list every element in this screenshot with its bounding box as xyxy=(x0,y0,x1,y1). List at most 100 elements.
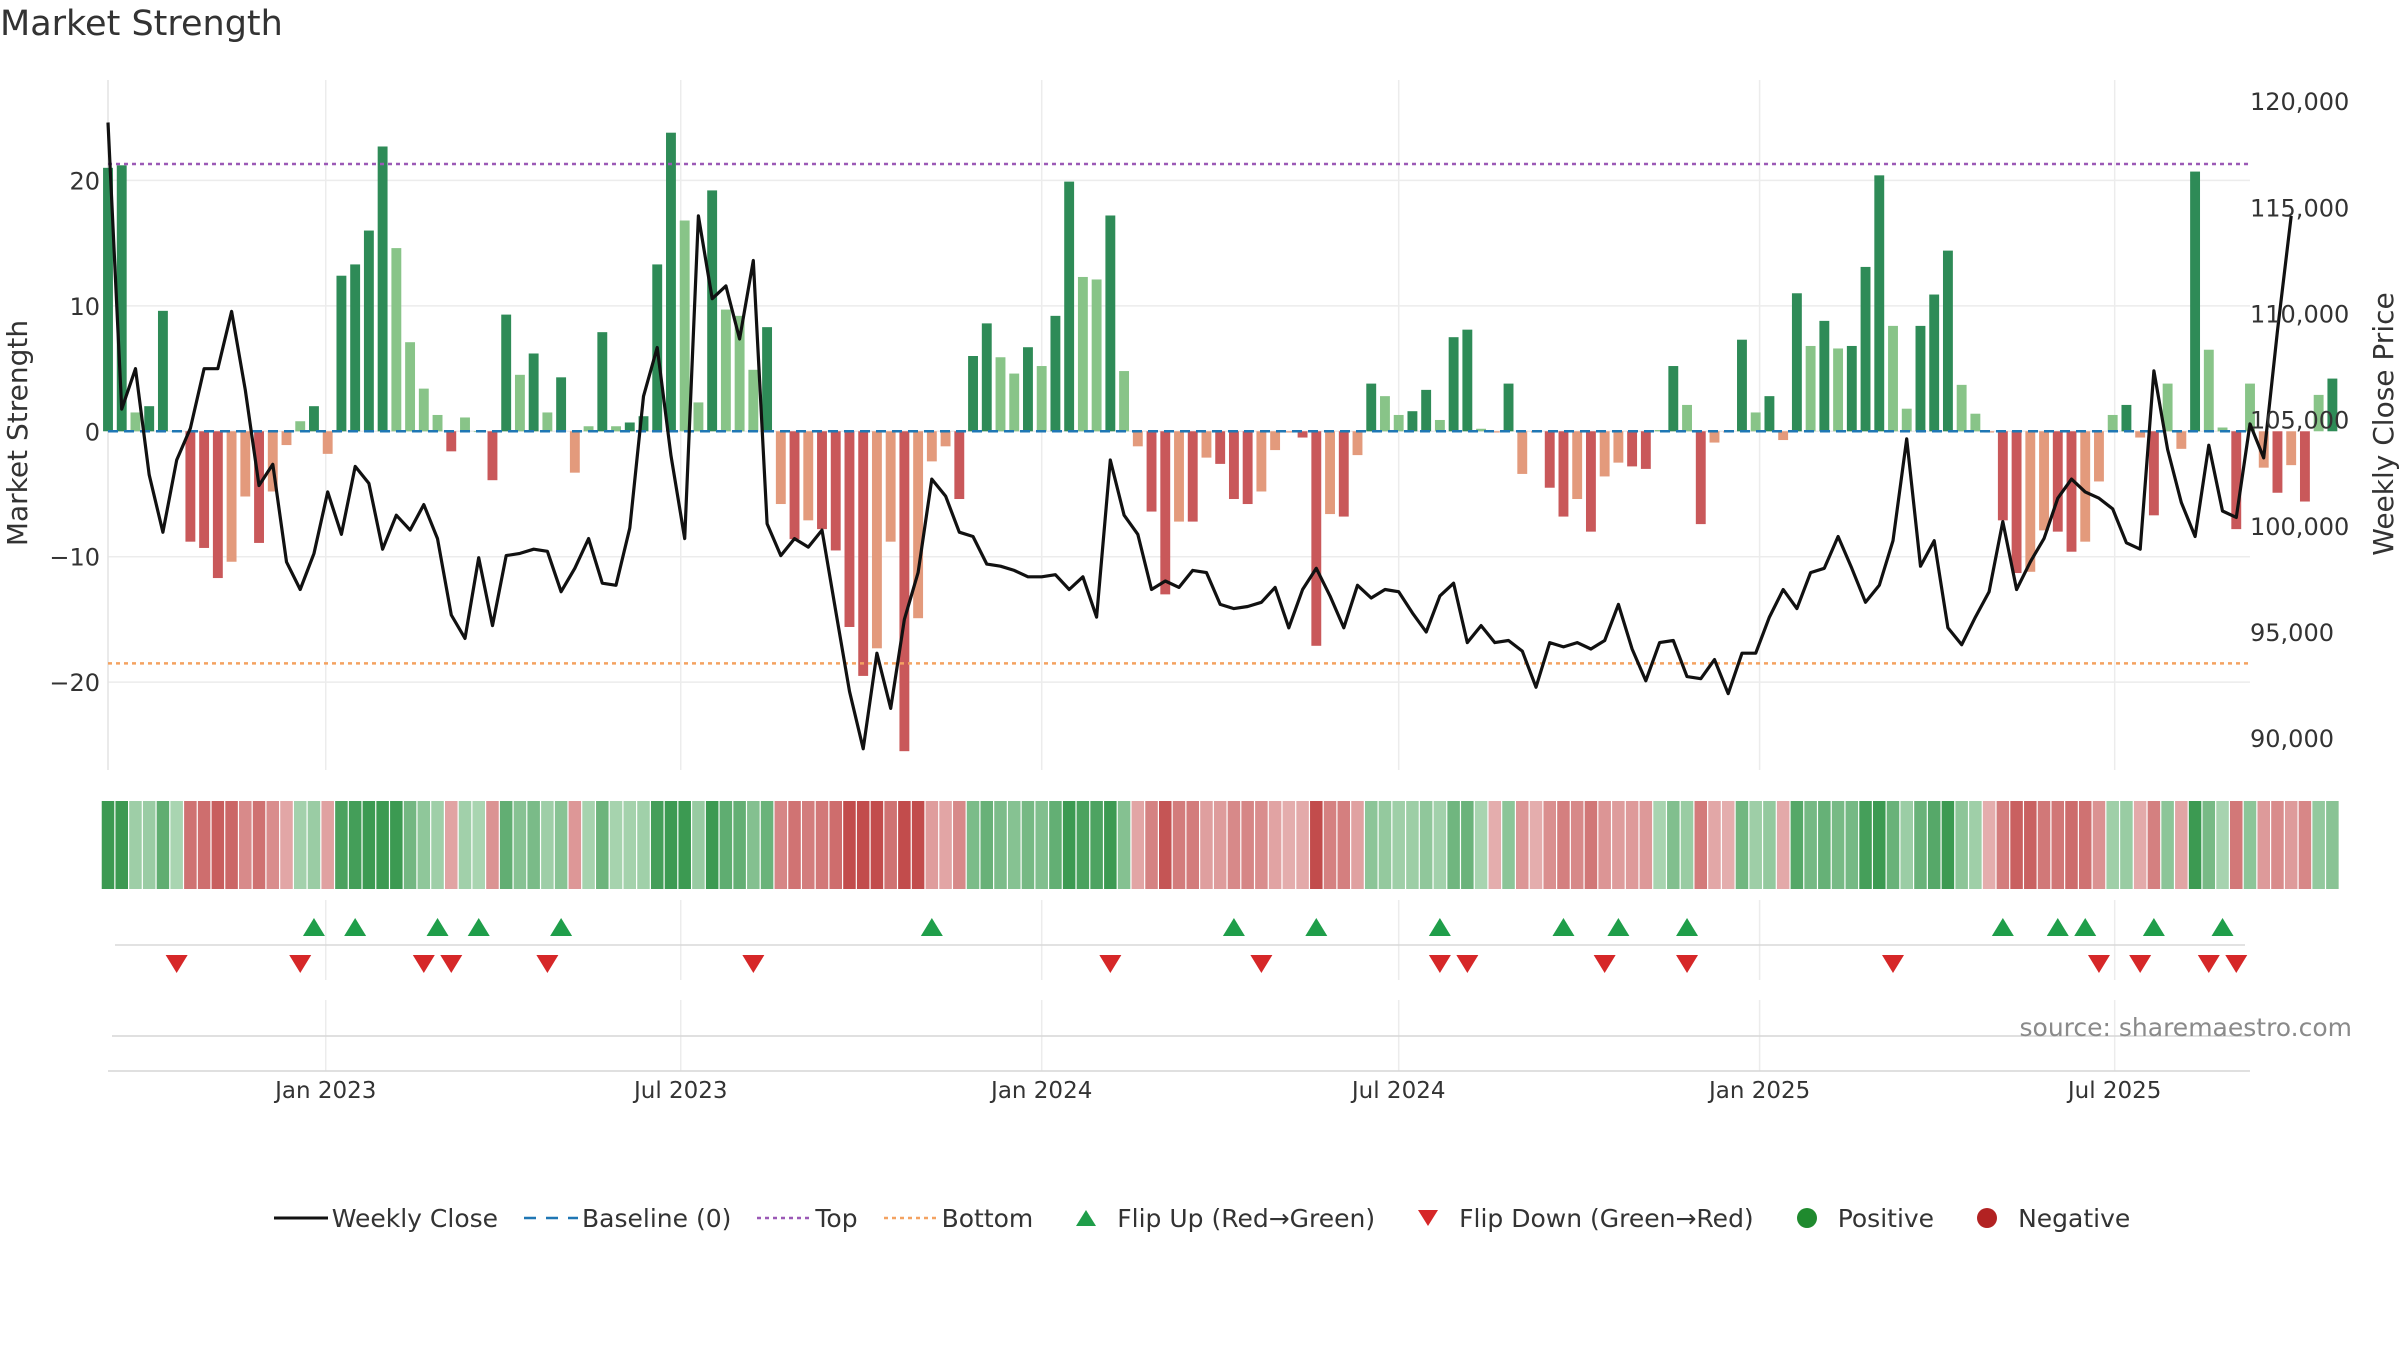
legend-symbol-dotted-orange xyxy=(883,1216,938,1220)
strength-bar xyxy=(968,356,978,432)
strength-bar xyxy=(2011,431,2022,574)
heat-cell xyxy=(1282,801,1296,889)
strength-bar xyxy=(1407,411,1418,432)
strength-bar xyxy=(542,412,553,432)
strength-bar xyxy=(418,388,429,432)
strength-bar xyxy=(157,310,168,432)
strength-bar xyxy=(638,416,649,432)
strength-bar xyxy=(679,220,690,432)
legend-label: Negative xyxy=(2018,1203,2131,1233)
strength-bar xyxy=(858,431,869,676)
strength-bar xyxy=(226,431,237,562)
heat-cell xyxy=(1570,801,1584,889)
strength-bar xyxy=(391,248,402,432)
heat-cell xyxy=(2202,801,2216,889)
legend-label: Flip Up (Red→Green) xyxy=(1117,1203,1376,1233)
heat-cell xyxy=(1639,801,1653,889)
heat-cell xyxy=(1955,801,1968,889)
strength-bar xyxy=(1036,366,1047,432)
heat-cell xyxy=(2271,801,2284,889)
strength-bar xyxy=(940,431,951,447)
strength-bar xyxy=(2135,431,2146,438)
heat-cell xyxy=(2051,801,2065,889)
x-tick-label: Jan 2023 xyxy=(273,1078,376,1104)
heat-cell xyxy=(829,801,842,889)
strength-bar xyxy=(1654,430,1665,432)
strength-bar xyxy=(1119,371,1130,432)
heat-cell xyxy=(788,801,801,889)
heat-cell xyxy=(1021,801,1035,889)
strength-bar xyxy=(501,314,512,432)
flip-down-marker xyxy=(1099,955,1122,973)
heat-cell xyxy=(1694,801,1708,889)
strength-bar xyxy=(926,431,937,462)
strength-bar xyxy=(1901,408,1912,432)
weekly-close-line xyxy=(106,122,2293,751)
heat-cell xyxy=(1255,801,1268,889)
heat-cell xyxy=(980,801,994,889)
heat-cell xyxy=(1241,801,1254,889)
heat-cell xyxy=(486,801,499,889)
heat-cell xyxy=(197,801,211,889)
heat-cell xyxy=(390,801,403,889)
heat-cell xyxy=(1200,801,1213,889)
heat-cell xyxy=(142,801,156,889)
legend-label: Weekly Close xyxy=(331,1203,499,1233)
legend-label: Positive xyxy=(1837,1203,1935,1233)
strength-bar xyxy=(1338,431,1349,517)
heat-cell xyxy=(1474,801,1488,889)
heat-cell xyxy=(1104,801,1117,889)
strength-bar xyxy=(2217,427,2228,432)
heat-cell xyxy=(321,801,334,889)
right-axis-label: Weekly Close Price xyxy=(2367,292,2400,555)
heat-cell xyxy=(2161,801,2174,889)
heat-cell xyxy=(431,801,444,889)
strength-bar xyxy=(1215,431,1226,464)
strength-bar xyxy=(789,431,800,540)
flip-up-marker xyxy=(2142,918,2165,936)
strength-bar xyxy=(1860,266,1871,432)
heat-cell xyxy=(211,801,225,889)
strength-bar xyxy=(1819,320,1830,432)
heat-cell xyxy=(1145,801,1158,889)
heat-cell xyxy=(1186,801,1199,889)
flip-up-marker xyxy=(1428,918,1451,936)
heat-cell xyxy=(1831,801,1845,889)
strength-bar xyxy=(240,431,251,497)
x-tick-label: Jan 2024 xyxy=(989,1078,1092,1104)
heat-cell xyxy=(417,801,431,889)
strength-bar xyxy=(1846,345,1857,432)
heat-cell xyxy=(1516,801,1529,889)
legend-label: Bottom xyxy=(941,1203,1034,1233)
heat-cell xyxy=(307,801,321,889)
heat-cell xyxy=(1268,801,1282,889)
heat-cell xyxy=(1392,801,1405,889)
heat-cell xyxy=(1776,801,1790,889)
strength-bar xyxy=(2286,431,2297,466)
strength-bar xyxy=(1997,431,2008,521)
strength-bar xyxy=(212,431,223,579)
heat-cell xyxy=(1461,801,1474,889)
x-tick-label: Jul 2024 xyxy=(1350,1078,1446,1104)
heat-cell xyxy=(1049,801,1062,889)
strength-bar xyxy=(830,431,841,551)
source-label: source: sharemaestro.com xyxy=(2020,1013,2353,1042)
heat-cell xyxy=(1996,801,2010,889)
heat-cell xyxy=(252,801,266,889)
strength-bar xyxy=(693,402,704,432)
heat-cell xyxy=(1213,801,1227,889)
heat-cell xyxy=(1035,801,1048,889)
heat-cell xyxy=(719,801,733,889)
strength-bar xyxy=(1956,384,1967,432)
heat-cell xyxy=(802,801,815,889)
heat-cell xyxy=(1337,801,1351,889)
heat-cell xyxy=(609,801,623,889)
heat-cell xyxy=(1227,801,1241,889)
strength-bar xyxy=(1585,431,1596,532)
legend: Weekly Close Baseline (0) Top Bottom Flip Up… xyxy=(0,1196,2400,1240)
strength-bar xyxy=(1640,431,1651,469)
legend-item: Baseline (0) xyxy=(520,1203,731,1233)
strength-bar xyxy=(1091,279,1102,432)
bars-group xyxy=(103,132,2338,752)
flip-up-marker xyxy=(1607,918,1630,936)
